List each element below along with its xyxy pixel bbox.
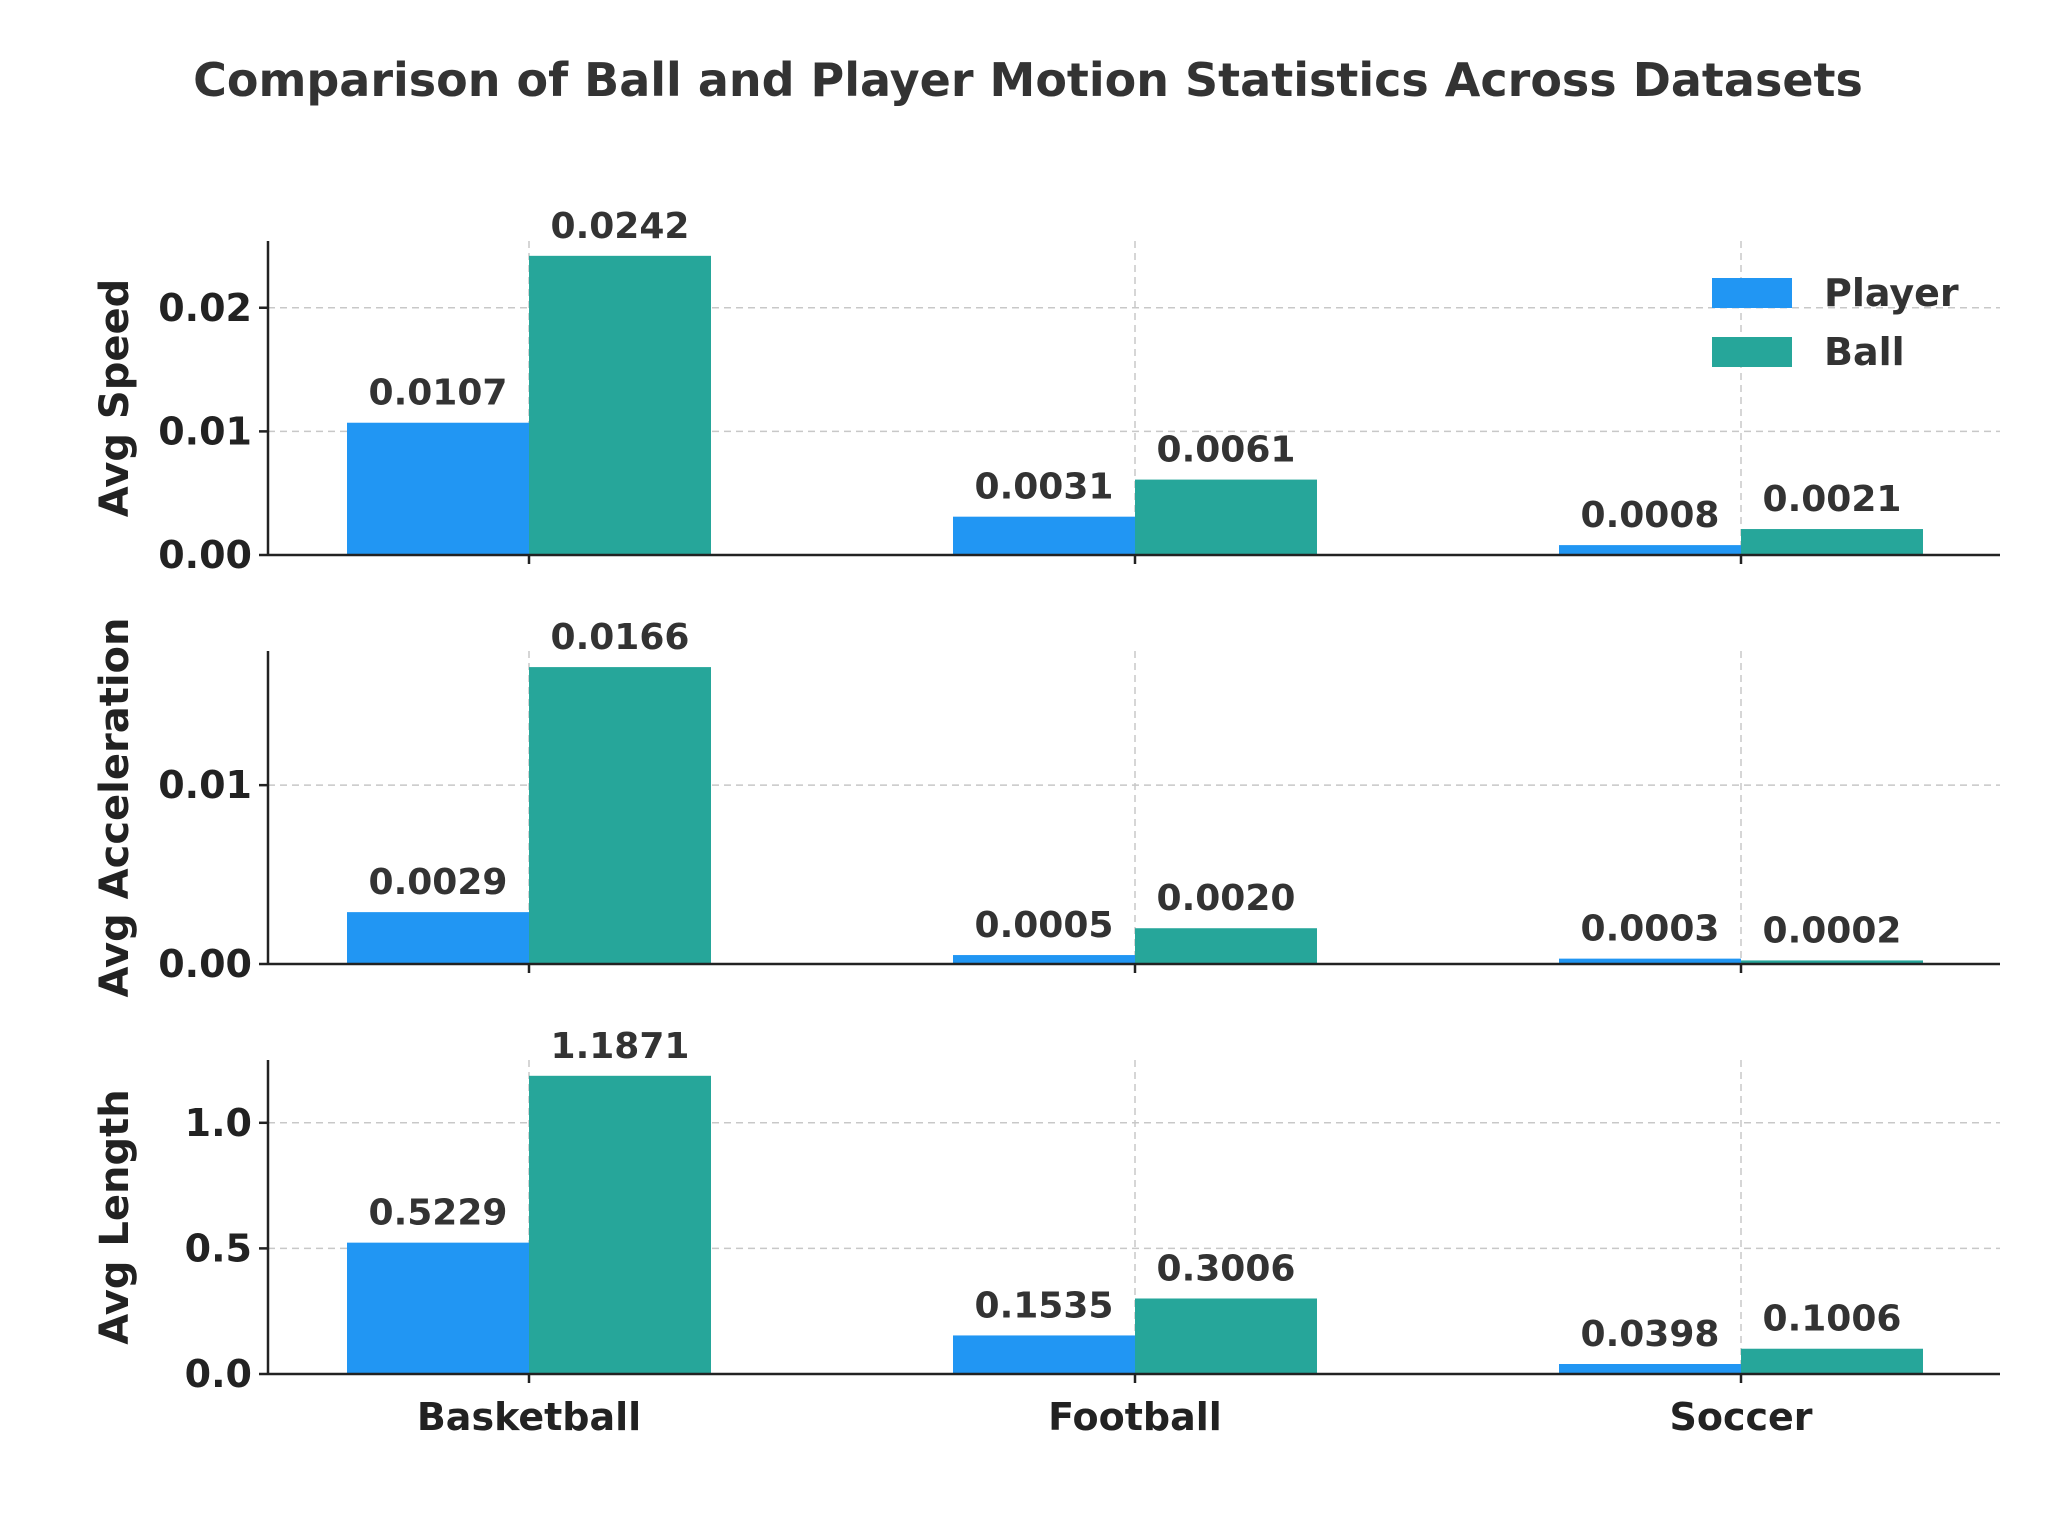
data-label-speed-player-basketball: 0.0107 [369, 373, 508, 414]
x-tick-label-soccer: Soccer [1669, 1395, 1812, 1439]
data-label-length-ball-basketball: 1.1871 [551, 1026, 690, 1067]
data-label-length-ball-football: 0.3006 [1157, 1248, 1296, 1289]
bar-speed-ball-basketball [529, 255, 711, 555]
x-tick-label-football: Football [1048, 1395, 1222, 1439]
bar-acceleration-player-basketball [347, 912, 529, 964]
bar-acceleration-ball-basketball [529, 667, 711, 964]
bar-length-ball-soccer [1741, 1348, 1923, 1374]
y-axis-label-acceleration: Avg Acceleration [92, 617, 138, 997]
x-tick-label-basketball: Basketball [417, 1395, 641, 1439]
y-tick-label-length-2: 1.0 [185, 1101, 252, 1145]
legend-swatch-player [1712, 278, 1792, 308]
bar-speed-ball-football [1135, 479, 1317, 555]
y-tick-label-speed-0: 0.00 [158, 533, 252, 577]
y-tick-label-acceleration-0: 0.00 [158, 942, 252, 986]
bar-speed-player-soccer [1559, 545, 1741, 555]
bar-acceleration-ball-soccer [1741, 960, 1923, 964]
y-tick-label-speed-2: 0.02 [158, 286, 252, 330]
bar-acceleration-ball-football [1135, 928, 1317, 964]
data-label-speed-player-soccer: 0.0008 [1581, 495, 1720, 536]
legend-label-player: Player [1824, 271, 1959, 315]
data-label-speed-player-football: 0.0031 [975, 467, 1114, 508]
y-tick-label-length-0: 0.0 [185, 1352, 252, 1396]
bar-length-player-basketball [347, 1242, 529, 1374]
data-label-length-ball-soccer: 0.1006 [1763, 1299, 1902, 1340]
data-label-speed-ball-soccer: 0.0021 [1763, 479, 1902, 520]
bar-acceleration-player-soccer [1559, 958, 1741, 964]
data-label-acceleration-ball-football: 0.0020 [1157, 878, 1296, 919]
data-label-acceleration-player-basketball: 0.0029 [369, 862, 508, 903]
bar-speed-player-football [953, 516, 1135, 555]
y-tick-label-length-1: 0.5 [185, 1226, 252, 1270]
data-label-length-player-soccer: 0.0398 [1581, 1314, 1720, 1355]
y-tick-label-speed-1: 0.01 [158, 409, 252, 453]
y-axis-label-length: Avg Length [92, 1089, 138, 1345]
data-label-speed-ball-basketball: 0.0242 [551, 206, 690, 247]
data-label-acceleration-player-soccer: 0.0003 [1581, 909, 1720, 950]
data-label-acceleration-player-football: 0.0005 [975, 905, 1114, 946]
bar-length-ball-basketball [529, 1075, 711, 1374]
legend-label-ball: Ball [1824, 330, 1905, 374]
data-label-length-player-football: 0.1535 [975, 1285, 1114, 1326]
bar-speed-player-basketball [347, 422, 529, 555]
bar-length-player-football [953, 1335, 1135, 1374]
bar-speed-ball-soccer [1741, 529, 1923, 555]
bar-length-player-soccer [1559, 1364, 1741, 1374]
data-label-acceleration-ball-soccer: 0.0002 [1763, 910, 1902, 951]
legend-swatch-ball [1712, 337, 1792, 367]
y-tick-label-acceleration-1: 0.01 [158, 763, 252, 807]
data-label-acceleration-ball-basketball: 0.0166 [551, 617, 690, 658]
bar-acceleration-player-football [953, 955, 1135, 964]
data-label-speed-ball-football: 0.0061 [1157, 430, 1296, 471]
data-label-length-player-basketball: 0.5229 [369, 1193, 508, 1234]
y-axis-label-speed: Avg Speed [92, 279, 138, 518]
chart-title: Comparison of Ball and Player Motion Sta… [193, 53, 1863, 107]
bar-length-ball-football [1135, 1298, 1317, 1374]
